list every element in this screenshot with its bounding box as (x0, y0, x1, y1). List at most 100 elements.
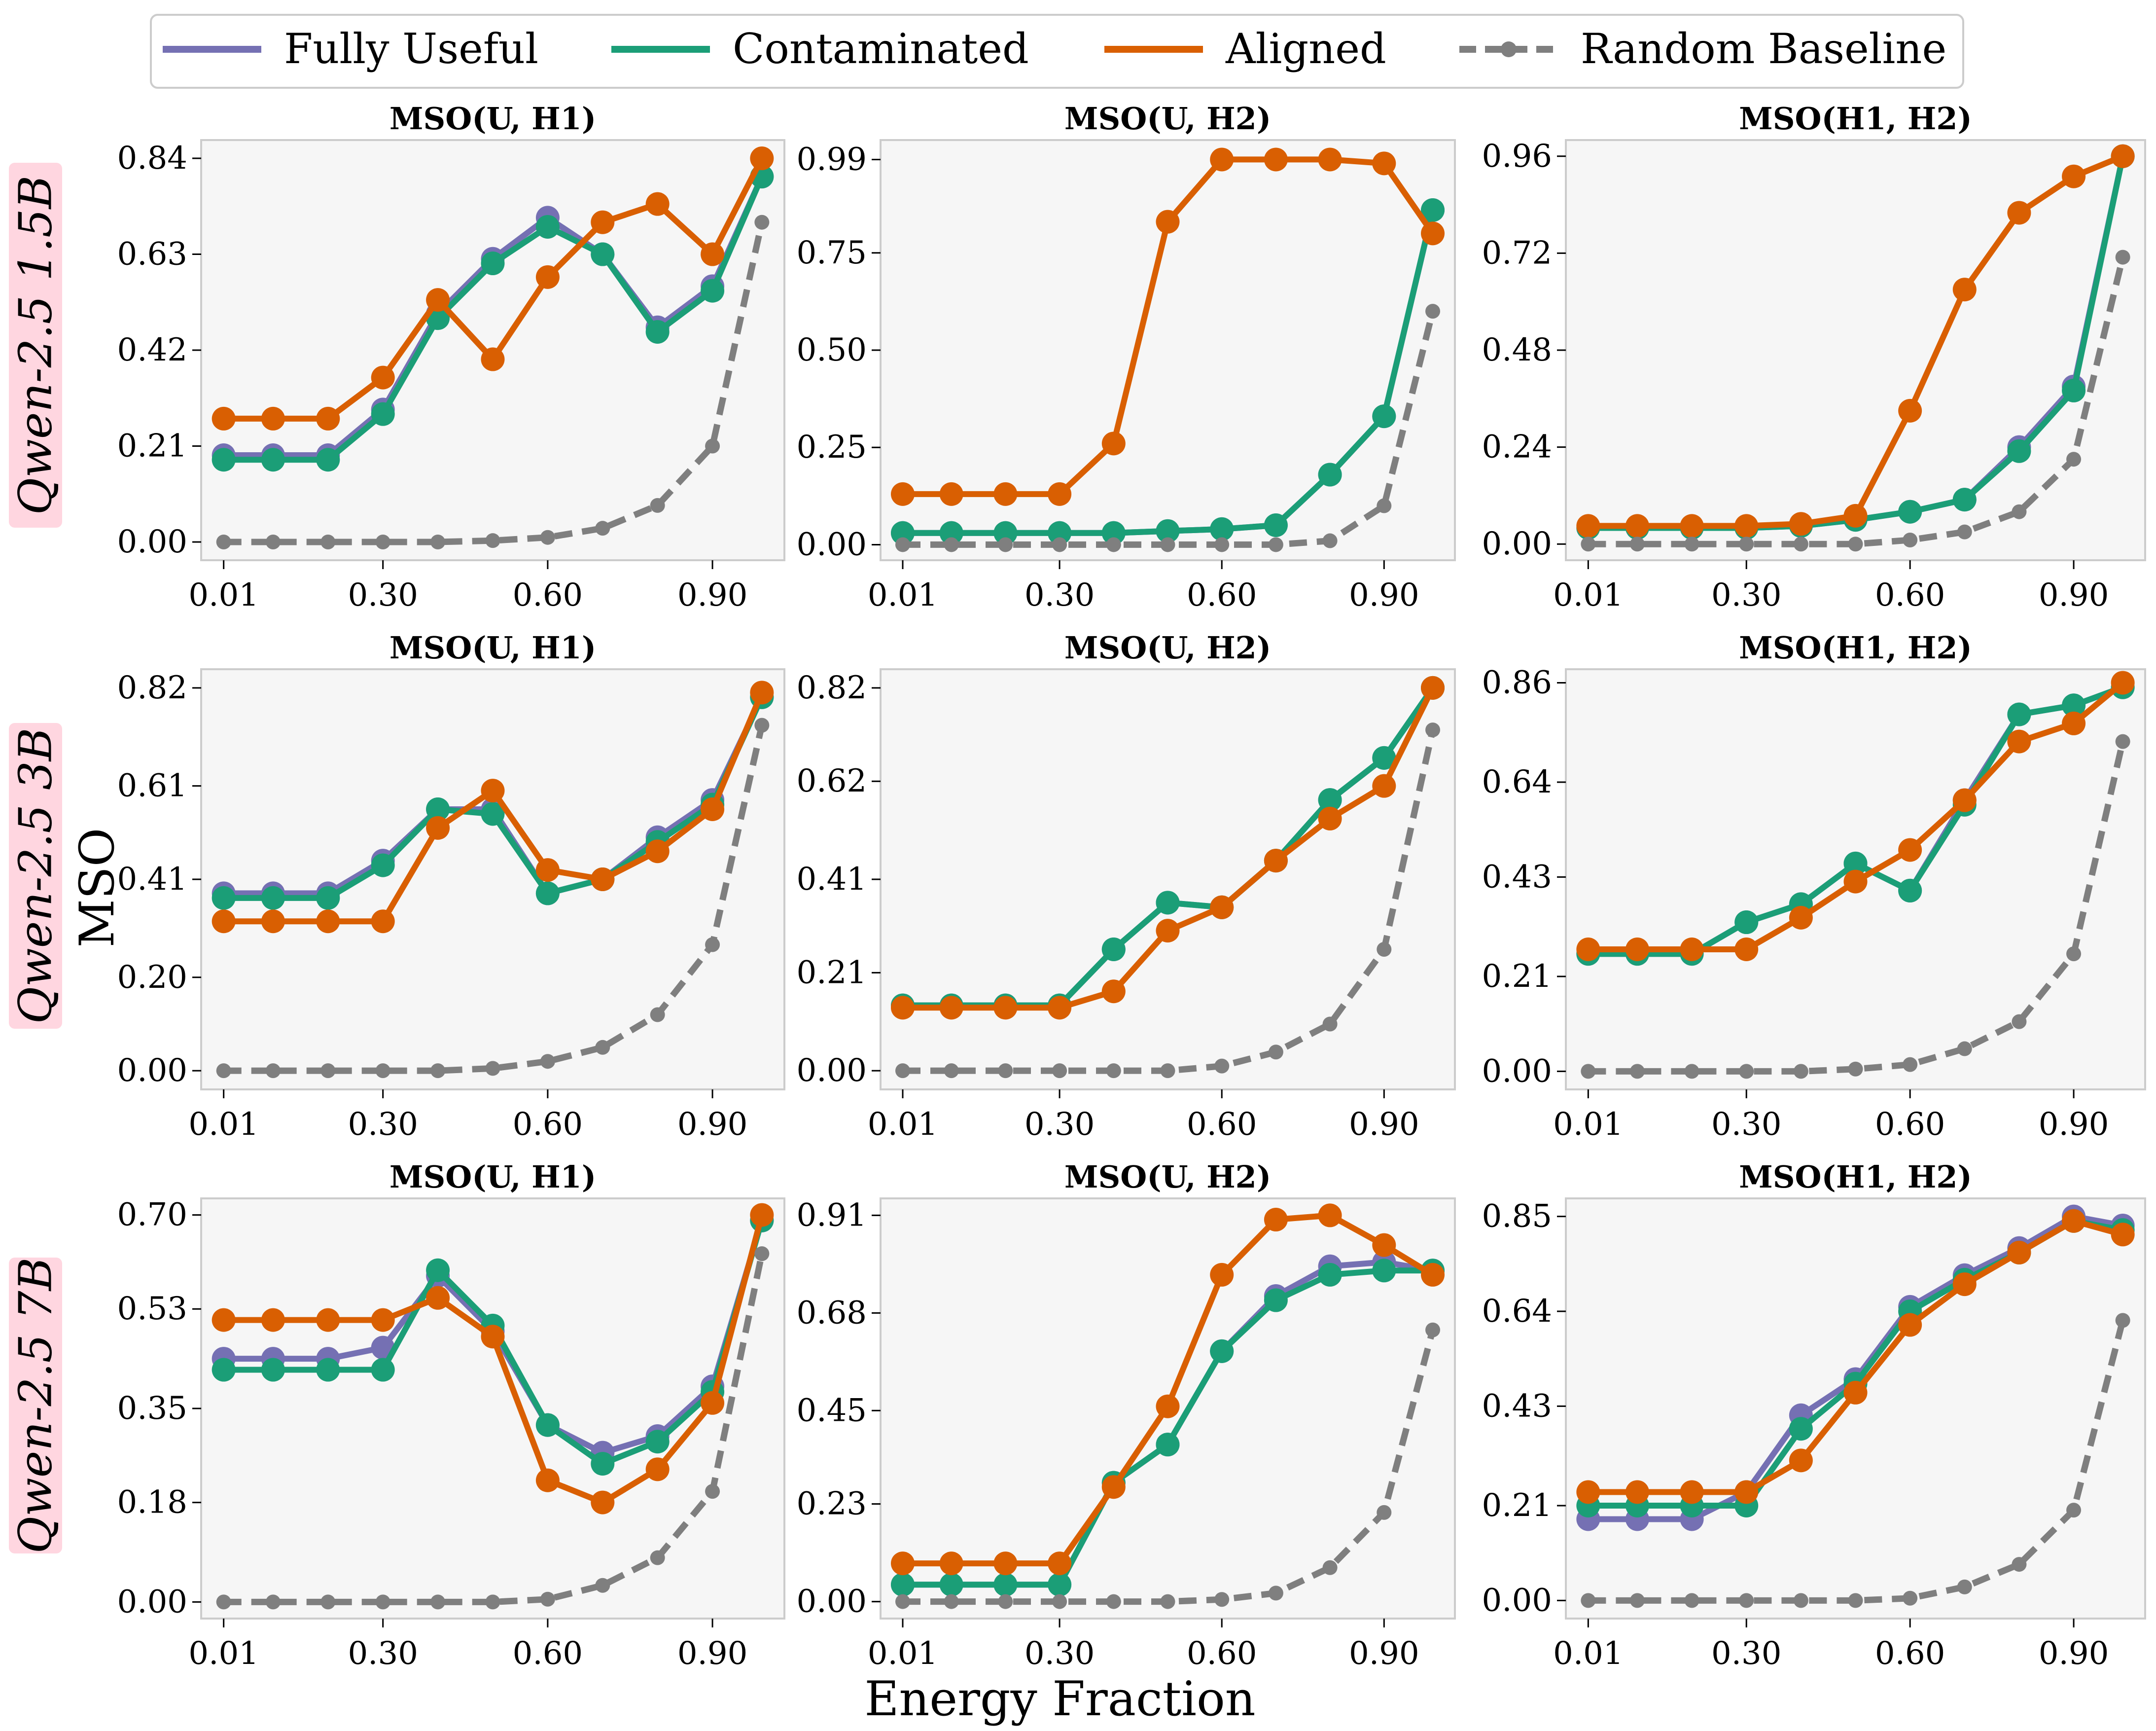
x-tick-label: 0.90 (2039, 1106, 2109, 1143)
data-point (1160, 1594, 1175, 1609)
data-point (754, 1246, 770, 1262)
x-tick-label: 0.60 (1875, 577, 1945, 613)
data-point (1318, 147, 1342, 172)
data-point (890, 482, 915, 506)
data-point (2066, 1503, 2082, 1518)
data-point (1264, 147, 1288, 172)
data-point (1210, 147, 1234, 172)
x-tick-label: 0.30 (1711, 577, 1782, 613)
data-point (591, 210, 615, 234)
data-point (1421, 198, 1445, 222)
data-point (485, 533, 500, 548)
data-point (1210, 1262, 1234, 1287)
data-point (939, 482, 963, 506)
row-label-text: Qwen-2.5 3B (9, 728, 62, 1024)
x-tick-label: 0.30 (1025, 1635, 1095, 1672)
data-point (1581, 1593, 1596, 1608)
data-point (261, 1358, 285, 1382)
series-line (223, 1253, 765, 1605)
data-point (591, 1452, 615, 1476)
legend-frame (150, 14, 1964, 89)
x-tick-label: 0.30 (348, 1635, 418, 1672)
data-point (1156, 1433, 1180, 1457)
y-tick-label: 0.41 (797, 861, 867, 898)
data-point (1680, 1480, 1704, 1504)
data-point (1101, 938, 1126, 961)
y-tick-label: 0.48 (1482, 332, 1553, 368)
data-point (750, 681, 774, 705)
data-point (540, 530, 555, 545)
y-tick-label: 0.43 (1482, 1388, 1553, 1424)
data-point (645, 192, 670, 216)
data-point (1684, 537, 1699, 552)
y-tick-label: 0.00 (117, 524, 188, 560)
data-point (645, 839, 670, 864)
data-point (1268, 1045, 1283, 1060)
data-point (701, 279, 725, 303)
legend-item-contaminated: Contaminated (611, 25, 1029, 73)
data-point (591, 1490, 615, 1515)
y-tick-label: 0.21 (117, 428, 188, 464)
series-random-baseline (1581, 1313, 2130, 1608)
data-point (998, 1063, 1013, 1079)
data-point (2115, 250, 2130, 265)
data-point (650, 1007, 665, 1022)
data-point (1372, 774, 1396, 798)
x-tick-label: 0.01 (868, 1106, 938, 1143)
data-point (2062, 693, 2086, 718)
data-point (1684, 1064, 1699, 1079)
data-point (1372, 151, 1396, 176)
x-axis-label: Energy Fraction (864, 1671, 1255, 1727)
y-tick-label: 0.70 (117, 1197, 188, 1233)
data-point (1318, 463, 1342, 487)
x-tick-label: 0.30 (348, 1106, 418, 1143)
data-point (1048, 482, 1072, 506)
data-point (320, 1063, 336, 1079)
data-point (1739, 1064, 1754, 1079)
x-tick-label: 0.60 (1187, 1635, 1257, 1672)
data-point (2066, 452, 2082, 467)
data-point (1264, 849, 1288, 873)
data-point (701, 242, 725, 266)
data-point (1106, 1594, 1121, 1609)
data-point (2111, 671, 2135, 695)
data-point (939, 521, 963, 545)
y-tick-label: 0.64 (1482, 764, 1553, 800)
x-tick-label: 0.60 (513, 1635, 583, 1672)
data-point (1264, 1208, 1288, 1232)
data-point (1898, 878, 1922, 902)
data-point (1101, 432, 1126, 456)
series-random-baseline (1581, 250, 2130, 552)
data-point (1214, 1058, 1230, 1074)
row-label-text: Qwen-2.5 7B (9, 1258, 62, 1554)
y-tick-label: 0.50 (797, 332, 867, 368)
x-tick-label: 0.90 (677, 577, 748, 613)
data-point (1789, 905, 1813, 930)
data-point (1843, 1380, 1868, 1405)
data-point (939, 1551, 963, 1576)
panel-r3-c3: MSO(H1, H2) 0.00 0.21 0.43 0.64 0.85 0.01 0.30 0… (1482, 1159, 2146, 1672)
data-point (993, 482, 1018, 506)
panel-title: MSO(U, H2) (1064, 630, 1271, 666)
legend-item-fully-useful: Fully Useful (163, 25, 538, 73)
data-point (1843, 504, 1868, 528)
row-label-2: Qwen-2.5 3B (9, 723, 62, 1029)
data-point (2111, 1223, 2135, 1247)
data-point (212, 448, 236, 472)
data-point (1793, 1064, 1808, 1079)
y-tick-label: 0.91 (797, 1197, 867, 1233)
data-point (212, 406, 236, 431)
panel-title: MSO(U, H1) (389, 630, 596, 666)
data-point (750, 1203, 774, 1227)
series-aligned (212, 681, 774, 934)
panel-r1-c3: MSO(H1, H2) 0.00 0.24 0.48 0.72 0.96 0.01 0.30 0… (1482, 101, 2146, 613)
data-point (1793, 1593, 1808, 1608)
data-point (1843, 851, 1868, 875)
data-point (890, 996, 915, 1020)
data-point (426, 797, 450, 821)
data-point (371, 909, 395, 934)
data-point (595, 1040, 610, 1055)
data-point (2007, 702, 2031, 726)
data-point (1377, 498, 1392, 513)
x-tick-label: 0.30 (1025, 1106, 1095, 1143)
